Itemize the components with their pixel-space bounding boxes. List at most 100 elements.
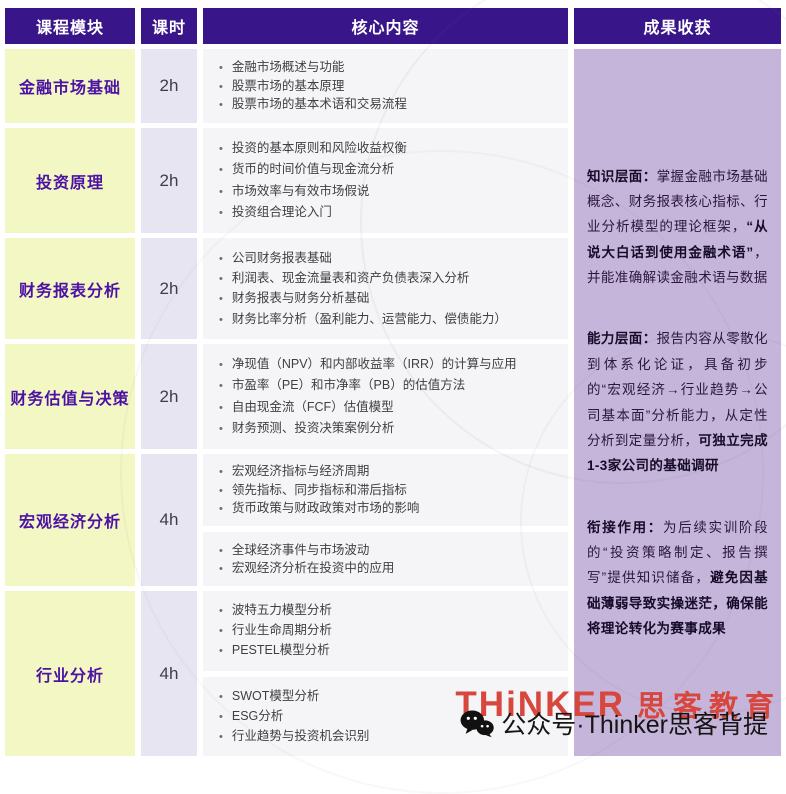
bullet-text: 行业生命周期分析 bbox=[231, 623, 332, 638]
bullet-icon: • bbox=[219, 625, 223, 638]
col-header-content: 核心内容 bbox=[203, 8, 568, 44]
module-cell-industry-analysis: 行业分析 bbox=[5, 591, 135, 756]
bullet-text: 财务报表与财务分析基础 bbox=[231, 291, 370, 306]
outcome-text: ，并能准确解读金融术语与数据 bbox=[587, 244, 768, 285]
bullet-item: • 波特五力模型分析 bbox=[219, 602, 560, 619]
bullet-item: • 市场效率与有效市场假说 bbox=[219, 183, 560, 200]
bullet-item: • 宏观经济指标与经济周期 bbox=[219, 463, 560, 480]
outcome-text: 报告内容从零散化到体系化论证，具备初步的“宏观经济→行业趋势→公司基本面”分析能… bbox=[587, 331, 768, 448]
bullet-item: • 行业生命周期分析 bbox=[219, 622, 560, 639]
bullet-icon: • bbox=[219, 206, 223, 219]
bullet-icon: • bbox=[219, 185, 223, 198]
bullet-text: 货币的时间价值与现金流分析 bbox=[231, 162, 395, 177]
bullet-icon: • bbox=[219, 80, 223, 93]
bullet-icon: • bbox=[219, 313, 223, 326]
bullet-item: • 利润表、现金流量表和资产负债表深入分析 bbox=[219, 270, 560, 287]
bullet-icon: • bbox=[219, 645, 223, 658]
bullet-icon: • bbox=[219, 359, 223, 372]
outcome-em: 可独立完成1-3家公司的基础调研 bbox=[587, 432, 769, 474]
footer-account-text: 公众号·Thinker思客背提 bbox=[501, 711, 768, 739]
bullet-item: • 投资组合理论入门 bbox=[219, 204, 560, 221]
bullet-text: 货币政策与财政政策对市场的影响 bbox=[231, 501, 420, 516]
bullet-item: • 市盈率（PE）和市净率（PB）的估值方法 bbox=[219, 377, 560, 394]
wechat-icon bbox=[460, 710, 495, 737]
content-cell-split: • 波特五力模型分析 • 行业生命周期分析 • PESTEL模型分析 • SWOT模型分… bbox=[203, 591, 568, 756]
outcome-paragraph-ability: 能力层面：报告内容从零散化到体系化论证，具备初步的“宏观经济→行业趋势→公司基本… bbox=[587, 326, 768, 478]
content-subblock: • SWOT模型分析 • ESG分析 • 行业趋势与投资机会识别 bbox=[203, 676, 568, 756]
bullet-text: 财务比率分析（盈利能力、运营能力、偿债能力） bbox=[231, 311, 507, 326]
content-cell: • 公司财务报表基础 • 利润表、现金流量表和资产负债表深入分析 • 财务报表与财务分… bbox=[203, 238, 568, 339]
bullet-icon: • bbox=[219, 143, 223, 156]
bullet-icon: • bbox=[219, 272, 223, 285]
footer-account: 公众号·Thinker思客背提 bbox=[460, 705, 768, 741]
bullet-item: • PESTEL模型分析 bbox=[219, 642, 560, 659]
hours-cell: 2h bbox=[141, 128, 197, 233]
outcome-lead: 知识层面： bbox=[587, 168, 657, 184]
bullet-icon: • bbox=[219, 544, 223, 557]
bullet-item: • 投资的基本原则和风险收益权衡 bbox=[219, 140, 560, 157]
bullet-icon: • bbox=[219, 690, 223, 703]
bullet-text: 股票市场的基本原理 bbox=[231, 78, 345, 93]
bullet-text: PESTEL模型分析 bbox=[231, 643, 330, 658]
bullet-text: 净现值（NPV）和内部收益率（IRR）的计算与应用 bbox=[231, 357, 517, 372]
bullet-text: SWOT模型分析 bbox=[231, 688, 320, 703]
bullet-item: • 全球经济事件与市场波动 bbox=[219, 542, 560, 559]
bullet-item: • 领先指标、同步指标和滞后指标 bbox=[219, 482, 560, 499]
module-cell-financial-markets: 金融市场基础 bbox=[5, 49, 135, 123]
outcome-lead: 衔接作用： bbox=[587, 519, 663, 535]
bullet-item: • 公司财务报表基础 bbox=[219, 250, 560, 267]
bullet-icon: • bbox=[219, 61, 223, 74]
bullet-item: • 货币政策与财政政策对市场的影响 bbox=[219, 500, 560, 517]
bullet-item: • SWOT模型分析 bbox=[219, 688, 560, 705]
col-header-hours: 课时 bbox=[141, 8, 197, 44]
bullet-item: • 行业趋势与投资机会识别 bbox=[219, 728, 560, 745]
content-cell: • 金融市场概述与功能 • 股票市场的基本原理 • 股票市场的基本术语和交易流程 bbox=[203, 49, 568, 123]
content-cell: • 投资的基本原则和风险收益权衡 • 货币的时间价值与现金流分析 • 市场效率与有效市… bbox=[203, 128, 568, 233]
bullet-text: 全球经济事件与市场波动 bbox=[231, 542, 370, 557]
bullet-item: • 货币的时间价值与现金流分析 bbox=[219, 161, 560, 178]
bullet-icon: • bbox=[219, 562, 223, 575]
col-header-module: 课程模块 bbox=[5, 8, 135, 44]
bullet-text: 投资组合理论入门 bbox=[231, 204, 332, 219]
bullet-item: • 股票市场的基本原理 bbox=[219, 78, 560, 95]
bullet-text: 宏观经济指标与经济周期 bbox=[231, 464, 370, 479]
bullet-item: • 股票市场的基本术语和交易流程 bbox=[219, 96, 560, 113]
bullet-item: • 财务预测、投资决策案例分析 bbox=[219, 420, 560, 437]
bullet-icon: • bbox=[219, 466, 223, 479]
bullet-icon: • bbox=[219, 380, 223, 393]
bullet-item: • 自由现金流（FCF）估值模型 bbox=[219, 399, 560, 416]
bullet-icon: • bbox=[219, 401, 223, 414]
hours-cell: 2h bbox=[141, 49, 197, 123]
content-subblock: • 宏观经济指标与经济周期 • 领先指标、同步指标和滞后指标 • 货币政策与财政政策对… bbox=[203, 454, 568, 527]
bullet-text: 市场效率与有效市场假说 bbox=[231, 183, 370, 198]
outcome-text: 掌握金融市场基础概念、财务报表核心指标、行业分析模型的理论框架， bbox=[587, 168, 768, 235]
bullet-text: 财务预测、投资决策案例分析 bbox=[231, 420, 395, 435]
bullet-item: • 财务比率分析（盈利能力、运营能力、偿债能力） bbox=[219, 311, 560, 328]
bullet-icon: • bbox=[219, 422, 223, 435]
bullet-icon: • bbox=[219, 164, 223, 177]
bullet-text: ESG分析 bbox=[231, 708, 284, 723]
bullet-icon: • bbox=[219, 710, 223, 723]
outcome-lead: 能力层面： bbox=[587, 331, 657, 347]
bullet-icon: • bbox=[219, 99, 223, 112]
bullet-icon: • bbox=[219, 503, 223, 516]
hours-cell: 4h bbox=[141, 591, 197, 756]
bullet-text: 领先指标、同步指标和滞后指标 bbox=[231, 482, 407, 497]
content-subblock: • 全球经济事件与市场波动 • 宏观经济分析在投资中的应用 bbox=[203, 532, 568, 586]
hours-cell: 2h bbox=[141, 238, 197, 339]
bullet-text: 股票市场的基本术语和交易流程 bbox=[231, 97, 407, 112]
bullet-icon: • bbox=[219, 484, 223, 497]
bullet-text: 波特五力模型分析 bbox=[231, 603, 332, 618]
module-cell-investment-principles: 投资原理 bbox=[5, 128, 135, 233]
module-cell-financial-statements: 财务报表分析 bbox=[5, 238, 135, 339]
bullet-item: • 财务报表与财务分析基础 bbox=[219, 290, 560, 307]
bullet-item: • 宏观经济分析在投资中的应用 bbox=[219, 560, 560, 577]
outcome-text: 为后续实训阶段的“投资策略制定、报告撰写”提供知识储备， bbox=[587, 519, 768, 586]
brand-logo-cn: 思客教育 bbox=[636, 691, 781, 723]
col-header-outcome: 成果收获 bbox=[574, 8, 781, 44]
bullet-icon: • bbox=[219, 252, 223, 265]
bullet-text: 市盈率（PE）和市净率（PB）的估值方法 bbox=[231, 378, 466, 393]
bullet-text: 投资的基本原则和风险收益权衡 bbox=[231, 141, 407, 156]
outcome-cell: 知识层面：掌握金融市场基础概念、财务报表核心指标、行业分析模型的理论框架，“从说… bbox=[574, 49, 781, 756]
module-cell-valuation-decision: 财务估值与决策 bbox=[5, 344, 135, 449]
